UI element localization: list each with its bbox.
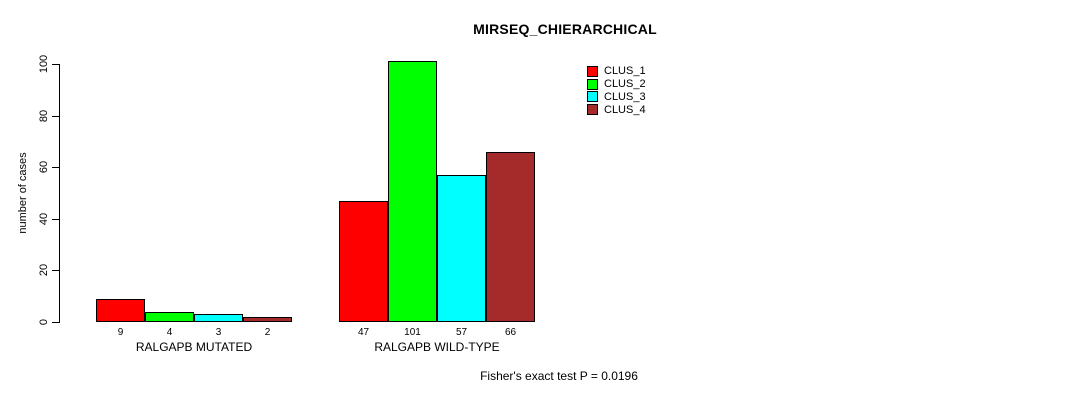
bar-value-label: 4 [166, 327, 173, 338]
y-axis-tick-label: 0 [38, 318, 50, 326]
legend-item-clus_1: CLUS_1 [587, 65, 646, 78]
bar-value-label: 2 [264, 327, 271, 338]
y-axis-tick [52, 270, 59, 272]
legend-item-clus_4: CLUS_4 [587, 103, 646, 116]
legend-item-label: CLUS_2 [604, 78, 646, 91]
legend-color-swatch [587, 104, 598, 116]
bar-clus_1-group1 [96, 299, 145, 322]
legend-item-label: CLUS_3 [604, 90, 646, 103]
bar-clus_3-group2 [437, 175, 486, 322]
legend-item-label: CLUS_1 [604, 65, 646, 78]
bar-clus_4-group2 [486, 152, 535, 322]
y-axis-tick-label: 20 [38, 264, 50, 277]
y-axis-label: number of cases [17, 152, 29, 234]
annotation-fisher-test: Fisher's exact test P = 0.0196 [480, 369, 638, 383]
y-axis-tick [52, 167, 59, 169]
bar-clus_2-group2 [388, 61, 437, 322]
y-axis-tick [52, 64, 59, 65]
chart-title: MIRSEQ_CHIERARCHICAL [473, 21, 657, 37]
bar-value-label: 3 [215, 327, 222, 338]
y-axis-tick-label: 40 [38, 212, 50, 225]
bar-value-label: 57 [455, 327, 468, 338]
bar-clus_2-group1 [145, 312, 194, 322]
y-axis-tick [52, 218, 59, 220]
legend-item-clus_2: CLUS_2 [587, 78, 646, 91]
bar-value-label: 101 [404, 327, 421, 338]
legend-color-swatch [587, 91, 598, 103]
bar-value-label: 66 [504, 327, 517, 338]
y-axis-tick [52, 322, 59, 323]
category-label: RALGAPB MUTATED [135, 340, 253, 354]
legend-item-label: CLUS_4 [604, 103, 646, 116]
bar-value-label: 9 [117, 327, 124, 338]
y-axis-tick-label: 80 [38, 109, 50, 122]
bar-value-label: 47 [357, 327, 370, 338]
bar-clus_1-group2 [339, 201, 388, 322]
category-label: RALGAPB WILD-TYPE [374, 340, 500, 354]
y-axis-line [59, 64, 60, 323]
y-axis-tick [52, 115, 59, 117]
y-axis-tick-label: 60 [38, 161, 50, 174]
y-axis-tick-label: 100 [38, 54, 50, 74]
bar-clus_4-group1 [243, 317, 292, 322]
legend: CLUS_1 CLUS_2 CLUS_3 CLUS_4 [587, 65, 646, 116]
legend-color-swatch [587, 78, 598, 90]
legend-color-swatch [587, 65, 598, 77]
bar-clus_3-group1 [194, 314, 243, 322]
legend-item-clus_3: CLUS_3 [587, 91, 646, 104]
